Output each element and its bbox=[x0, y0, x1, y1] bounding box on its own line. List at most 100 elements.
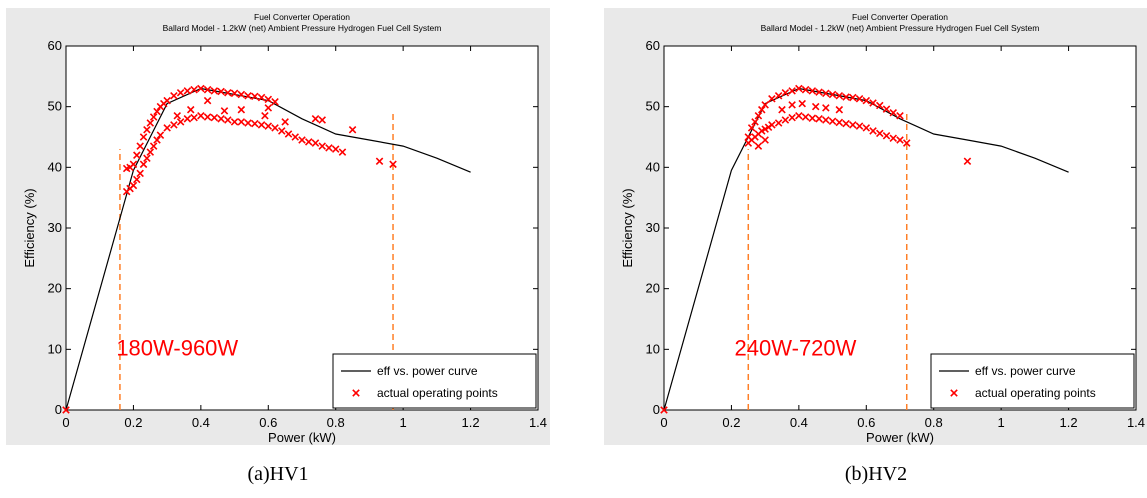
x-tick-label: 0.8 bbox=[925, 415, 943, 430]
legend-box bbox=[332, 353, 537, 409]
data-point bbox=[896, 112, 904, 120]
chart-panel-hv2: Fuel Converter Operation Ballard Model - … bbox=[604, 0, 1147, 498]
data-point bbox=[815, 115, 823, 123]
data-point bbox=[788, 101, 796, 109]
data-point bbox=[754, 142, 763, 150]
data-point bbox=[862, 124, 871, 132]
legend-label-points: actual operating points bbox=[377, 386, 498, 400]
legend-label-curve: eff vs. power curve bbox=[975, 364, 1076, 378]
y-tick-label: 50 bbox=[646, 99, 660, 114]
data-point bbox=[842, 119, 850, 128]
data-point bbox=[264, 95, 273, 104]
data-point bbox=[808, 87, 817, 95]
x-tick-label: 1.2 bbox=[462, 415, 480, 430]
data-point bbox=[902, 139, 911, 147]
legend-marker-swatch bbox=[950, 389, 958, 397]
data-point bbox=[855, 122, 864, 130]
y-tick-label: 20 bbox=[48, 281, 62, 296]
data-point bbox=[298, 136, 306, 144]
data-point bbox=[754, 112, 763, 120]
data-point bbox=[788, 113, 796, 122]
data-point bbox=[156, 131, 165, 139]
data-point bbox=[835, 118, 844, 127]
data-point bbox=[751, 118, 759, 126]
legend-marker-swatch bbox=[352, 389, 360, 397]
chart-panel-hv1: Fuel Converter Operation Ballard Model - … bbox=[6, 0, 550, 498]
data-point bbox=[129, 181, 138, 190]
data-point bbox=[882, 132, 891, 140]
data-point bbox=[149, 142, 158, 150]
data-point bbox=[163, 124, 171, 132]
data-point bbox=[133, 175, 141, 184]
data-point bbox=[183, 87, 192, 95]
data-point bbox=[375, 157, 384, 166]
x-tick-label: 0.8 bbox=[327, 415, 345, 430]
caption-hv2: (b)HV2 bbox=[844, 463, 908, 485]
data-point bbox=[176, 88, 185, 97]
data-point bbox=[149, 113, 158, 121]
data-point bbox=[828, 90, 837, 99]
data-point bbox=[170, 91, 178, 100]
y-tick-label: 10 bbox=[48, 341, 62, 356]
data-point bbox=[311, 139, 320, 147]
x-tick-label: 0.2 bbox=[124, 415, 142, 430]
data-point bbox=[781, 116, 790, 124]
data-point bbox=[271, 124, 279, 132]
data-point bbox=[153, 107, 161, 116]
data-point bbox=[788, 87, 796, 95]
chart-subtitle: Ballard Model - 1.2kW (net) Ambient Pres… bbox=[761, 23, 1040, 33]
y-tick-label: 50 bbox=[48, 99, 62, 114]
data-point bbox=[133, 151, 141, 159]
x-tick-label: 1 bbox=[400, 415, 407, 430]
data-point bbox=[761, 136, 769, 144]
data-point bbox=[278, 127, 286, 135]
x-tick-label: 1.2 bbox=[1060, 415, 1078, 430]
x-axis-label: Power (kW) bbox=[866, 430, 934, 445]
data-point bbox=[822, 104, 830, 112]
data-point bbox=[318, 142, 326, 150]
range-annotation: 240W-720W bbox=[735, 335, 857, 360]
data-point bbox=[768, 121, 776, 129]
data-point bbox=[889, 108, 898, 117]
legend-label-curve: eff vs. power curve bbox=[377, 364, 478, 378]
data-point bbox=[197, 84, 205, 93]
data-point bbox=[190, 113, 198, 122]
data-point bbox=[896, 136, 904, 144]
data-point bbox=[170, 121, 178, 129]
y-tick-label: 30 bbox=[48, 220, 62, 235]
data-point bbox=[869, 99, 877, 107]
data-point bbox=[281, 118, 289, 126]
data-point bbox=[139, 160, 148, 169]
data-point bbox=[876, 101, 884, 110]
data-point bbox=[822, 89, 830, 98]
y-tick-label: 20 bbox=[646, 281, 660, 296]
data-point bbox=[271, 98, 279, 106]
legend-label-points: actual operating points bbox=[975, 386, 1096, 400]
data-point bbox=[855, 95, 864, 103]
chart-subtitle: Ballard Model - 1.2kW (net) Ambient Pres… bbox=[163, 23, 442, 33]
y-tick-label: 0 bbox=[55, 402, 62, 417]
data-point bbox=[244, 91, 252, 100]
data-point bbox=[811, 102, 820, 111]
chart-title: Fuel Converter Operation bbox=[852, 12, 948, 22]
data-point bbox=[325, 144, 333, 152]
data-point bbox=[224, 116, 232, 124]
data-point bbox=[774, 119, 783, 127]
caption-hv1: (a)HV1 bbox=[247, 463, 309, 485]
chart-title: Fuel Converter Operation bbox=[254, 12, 350, 22]
data-point bbox=[815, 88, 823, 96]
data-point bbox=[778, 105, 786, 114]
data-point bbox=[176, 118, 185, 126]
data-point bbox=[348, 125, 357, 134]
data-point bbox=[143, 154, 151, 162]
y-tick-label: 40 bbox=[48, 159, 62, 174]
y-tick-label: 30 bbox=[646, 220, 660, 235]
data-point bbox=[318, 116, 326, 124]
data-point bbox=[129, 160, 138, 169]
data-point bbox=[849, 121, 857, 129]
data-point bbox=[210, 113, 219, 122]
data-point bbox=[889, 134, 898, 142]
data-point bbox=[257, 121, 266, 129]
